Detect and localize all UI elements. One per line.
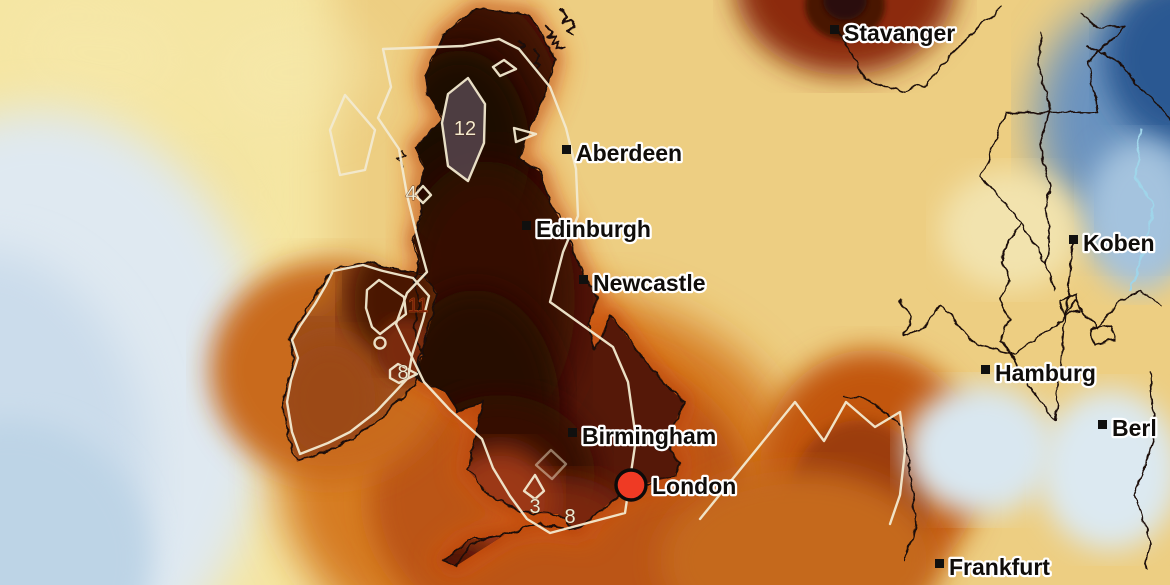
svg-text:12: 12 (454, 118, 476, 140)
svg-text:Stavanger: Stavanger (844, 20, 955, 46)
svg-text:8: 8 (564, 506, 575, 528)
svg-text:Aberdeen: Aberdeen (576, 140, 682, 166)
svg-text:London: London (652, 473, 736, 499)
svg-text:Frankfurt: Frankfurt (949, 554, 1050, 580)
svg-text:3: 3 (529, 496, 540, 518)
svg-text:Berl: Berl (1112, 415, 1157, 441)
svg-text:8: 8 (397, 362, 408, 384)
svg-text:Birmingham: Birmingham (582, 423, 716, 449)
svg-text:Koben: Koben (1083, 230, 1155, 256)
svg-text:11: 11 (408, 295, 429, 317)
svg-text:4: 4 (405, 183, 416, 205)
svg-text:Hamburg: Hamburg (995, 360, 1096, 386)
svg-text:Newcastle: Newcastle (593, 270, 706, 296)
svg-text:Edinburgh: Edinburgh (536, 216, 651, 242)
